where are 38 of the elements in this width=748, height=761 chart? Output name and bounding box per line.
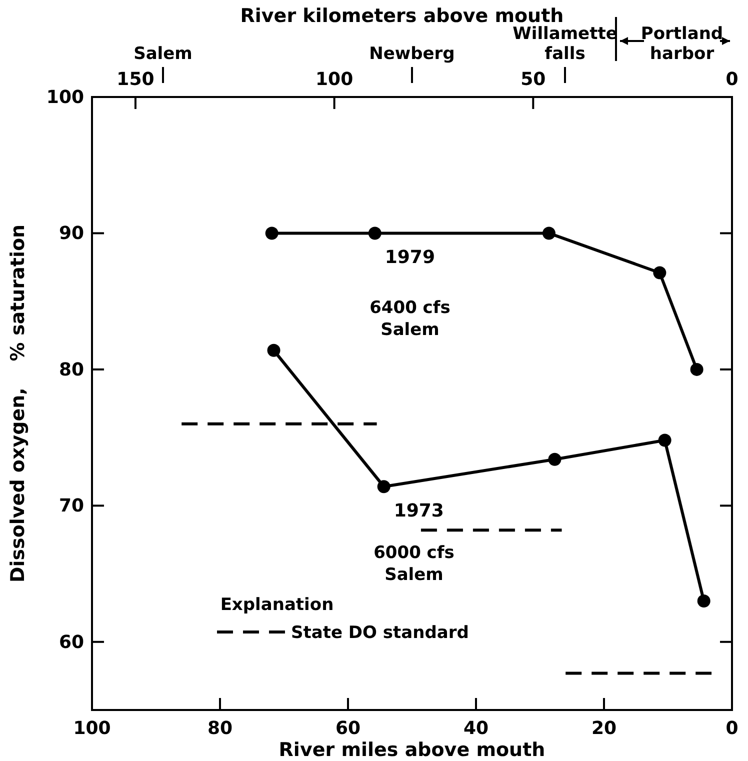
point xyxy=(697,594,710,608)
legend-label: State DO standard xyxy=(291,623,469,643)
y-tick-label: 90 xyxy=(58,223,84,244)
text: Newberg xyxy=(369,44,455,64)
x2-tick-label: 0 xyxy=(726,69,738,90)
x2-tick-label: 150 xyxy=(116,69,154,90)
point xyxy=(548,452,562,466)
point xyxy=(658,434,672,447)
point xyxy=(267,344,280,357)
annotation: 6400 cfs Salem xyxy=(370,298,450,340)
y-tick-label: 70 xyxy=(58,496,84,517)
legend-title: Explanation xyxy=(220,595,334,615)
x-tick-label: 80 xyxy=(207,718,233,739)
series-label: 1973 xyxy=(394,500,444,522)
text: Salem xyxy=(134,44,192,64)
y-axis-title: Dissolved oxygen, % saturation xyxy=(7,224,29,583)
point xyxy=(377,480,390,494)
text: Portland harbor xyxy=(640,24,724,64)
x-axis-title: River miles above mouth xyxy=(278,739,546,761)
point xyxy=(653,266,666,280)
point xyxy=(690,362,704,376)
y-tick-label: 100 xyxy=(46,87,84,108)
point xyxy=(265,226,278,240)
annotation: 6000 cfs Salem xyxy=(374,543,454,585)
point xyxy=(368,226,382,240)
x-tick-label: 40 xyxy=(463,718,489,739)
y-tick-label: 80 xyxy=(58,359,84,380)
text: Willamette falls xyxy=(512,24,618,64)
point xyxy=(542,226,556,240)
x-tick-label: 0 xyxy=(726,718,738,739)
x-tick-label: 100 xyxy=(73,718,111,739)
y-tick-label: 60 xyxy=(58,632,84,653)
x2-tick-label: 50 xyxy=(520,69,546,90)
x-tick-label: 60 xyxy=(335,718,361,739)
x-tick-label: 20 xyxy=(591,718,617,739)
series-label: 1979 xyxy=(384,247,435,268)
x2-tick-label: 100 xyxy=(316,69,354,90)
x2-axis-title: River kilometers above mouth xyxy=(240,5,564,27)
